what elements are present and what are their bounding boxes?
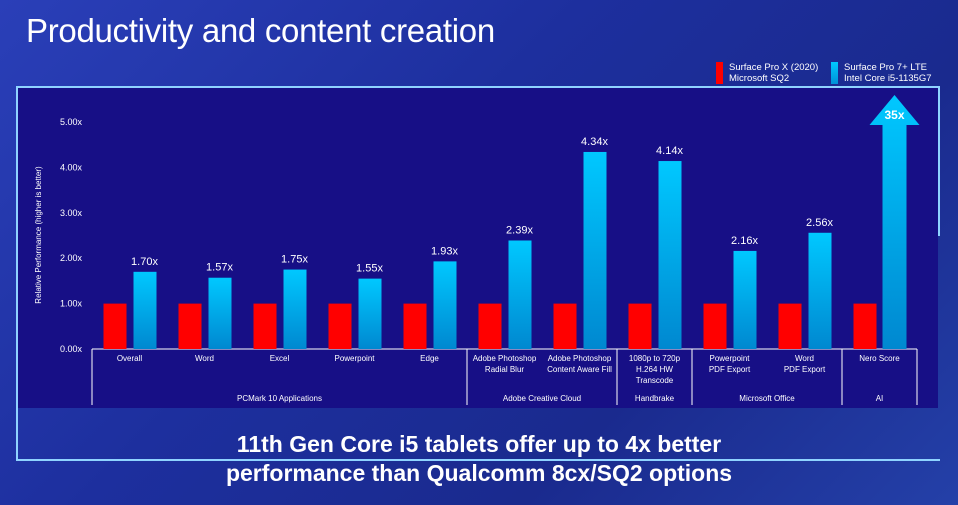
chart-frame-right bbox=[938, 86, 940, 236]
legend-item-i5: Surface Pro 7+ LTE Intel Core i5-1135G7 bbox=[831, 62, 932, 84]
footer-headline: 11th Gen Core i5 tablets offer up to 4x … bbox=[0, 430, 958, 488]
bar-sq2 bbox=[478, 303, 502, 349]
data-label: 2.39x bbox=[506, 224, 533, 236]
bar-i5-arrow bbox=[869, 95, 920, 349]
bar-sq2 bbox=[628, 303, 652, 349]
bar-i5 bbox=[433, 261, 457, 349]
bar-sq2 bbox=[328, 303, 352, 349]
bar-i5 bbox=[658, 161, 682, 349]
x-tick-label: Excel bbox=[270, 354, 290, 363]
x-tick-label: Overall bbox=[117, 354, 143, 363]
y-tick-label: 1.00x bbox=[60, 299, 83, 309]
bar-sq2 bbox=[778, 303, 802, 349]
group-label: Microsoft Office bbox=[739, 394, 795, 403]
x-tick-label: Powerpoint bbox=[709, 354, 750, 363]
bar-i5 bbox=[133, 271, 157, 349]
data-label: 1.70x bbox=[131, 256, 158, 268]
plot-background bbox=[18, 88, 938, 408]
bar-sq2 bbox=[253, 303, 277, 349]
bar-sq2 bbox=[178, 303, 202, 349]
x-tick-label: Word bbox=[795, 354, 814, 363]
legend-label: Microsoft SQ2 bbox=[729, 73, 790, 84]
group-label: PCMark 10 Applications bbox=[237, 394, 322, 403]
x-tick-label: Adobe Photoshop bbox=[473, 354, 537, 363]
y-tick-label: 0.00x bbox=[60, 344, 83, 354]
data-label: 1.93x bbox=[431, 245, 458, 257]
data-label: 2.16x bbox=[731, 235, 758, 247]
group-label: Adobe Creative Cloud bbox=[503, 394, 581, 403]
x-tick-label: Word bbox=[195, 354, 214, 363]
bar-sq2 bbox=[103, 303, 127, 349]
legend-label: Intel Core i5-1135G7 bbox=[844, 73, 932, 84]
x-tick-label: H.264 HW bbox=[636, 365, 673, 374]
bar-i5 bbox=[208, 277, 232, 349]
data-label: 4.14x bbox=[656, 145, 683, 157]
group-label: AI bbox=[876, 394, 884, 403]
bar-sq2 bbox=[403, 303, 427, 349]
data-label: 1.57x bbox=[206, 262, 233, 274]
chart-frame-top bbox=[16, 86, 940, 88]
bar-i5 bbox=[508, 240, 532, 349]
legend-label: Surface Pro 7+ LTE bbox=[844, 62, 927, 73]
x-tick-label: Powerpoint bbox=[334, 354, 375, 363]
x-tick-label: PDF Export bbox=[709, 365, 751, 374]
legend-item-sq2: Surface Pro X (2020) Microsoft SQ2 bbox=[716, 62, 818, 84]
legend-label: Surface Pro X (2020) bbox=[729, 62, 819, 73]
y-axis-label: Relative Performance (higher is better) bbox=[34, 166, 43, 304]
x-tick-label: Adobe Photoshop bbox=[548, 354, 612, 363]
y-tick-label: 4.00x bbox=[60, 162, 83, 172]
slide-title: Productivity and content creation bbox=[26, 12, 495, 49]
data-label: 2.56x bbox=[806, 217, 833, 229]
bar-i5 bbox=[733, 250, 757, 349]
x-tick-label: Nero Score bbox=[859, 354, 900, 363]
x-tick-label: Radial Blur bbox=[485, 365, 524, 374]
bar-i5 bbox=[808, 232, 832, 349]
y-tick-label: 3.00x bbox=[60, 208, 83, 218]
x-tick-label: PDF Export bbox=[784, 365, 826, 374]
chart-frame bbox=[16, 87, 940, 461]
bar-i5 bbox=[283, 269, 307, 349]
x-tick-label: 1080p to 720p bbox=[629, 354, 681, 363]
bar-sq2 bbox=[853, 303, 877, 349]
data-label: 4.34x bbox=[581, 136, 608, 148]
x-tick-label: Transcode bbox=[636, 376, 674, 385]
footer-line-2: performance than Qualcomm 8cx/SQ2 option… bbox=[225, 460, 733, 486]
x-tick-label: Content Aware Fill bbox=[547, 365, 612, 374]
data-label: 1.55x bbox=[356, 263, 383, 275]
legend-swatch bbox=[716, 62, 723, 84]
bar-i5 bbox=[583, 151, 607, 349]
bar-sq2 bbox=[703, 303, 727, 349]
footer-line-1: 11th Gen Core i5 tablets offer up to 4x … bbox=[236, 431, 722, 457]
y-tick-label: 2.00x bbox=[60, 253, 83, 263]
x-tick-label: Edge bbox=[420, 354, 439, 363]
data-label: 35x bbox=[884, 108, 904, 122]
legend-swatch bbox=[831, 62, 838, 84]
data-label: 1.75x bbox=[281, 254, 308, 266]
group-label: Handbrake bbox=[635, 394, 675, 403]
bar-i5 bbox=[358, 278, 382, 349]
y-tick-label: 5.00x bbox=[60, 117, 83, 127]
bar-sq2 bbox=[553, 303, 577, 349]
